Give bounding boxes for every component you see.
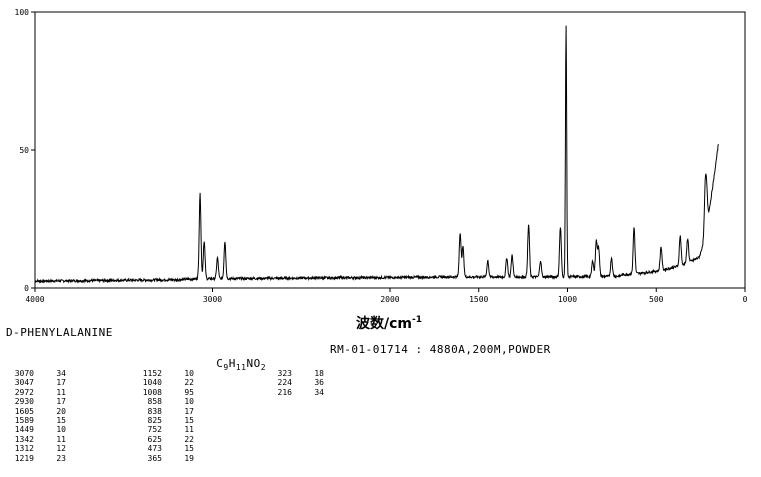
peak-intensity: 11 (56, 387, 66, 397)
peak-intensity: 19 (184, 453, 194, 463)
peak-table-column: 3070 34 3047 17 2972 11 2930 17 1605 20 1589 15 1449… (6, 369, 66, 463)
peak-row: 1449 10 (6, 425, 66, 434)
peak-intensity: 15 (56, 416, 66, 426)
peak-row: 625 22 (134, 435, 194, 444)
formula-element: C (216, 357, 224, 370)
peak-intensity: 23 (56, 453, 66, 463)
peak-intensity: 11 (184, 425, 194, 435)
peak-intensity: 17 (184, 406, 194, 416)
peak-intensity: 15 (184, 444, 194, 454)
x-tick-label: 3000 (203, 295, 222, 304)
formula-subscript: 9 (223, 363, 229, 373)
peak-wavenumber: 1589 (14, 416, 34, 426)
peak-intensity: 22 (184, 378, 194, 388)
x-axis-label: 波数/cm-1 (356, 315, 422, 332)
peak-wavenumber: 825 (147, 416, 162, 426)
peak-wavenumber: 1449 (14, 425, 34, 435)
peak-wavenumber: 752 (147, 425, 162, 435)
peak-intensity: 11 (56, 434, 66, 444)
peak-row: 3047 17 (6, 378, 66, 387)
axis-ticks: 4000 3000 2000 1500 1000 500 0 0 50 100 (15, 8, 748, 304)
peak-intensity: 10 (56, 425, 66, 435)
x-tick-label: 1500 (469, 295, 488, 304)
peak-intensity: 10 (184, 369, 194, 378)
peak-row: 365 19 (134, 454, 194, 463)
peak-wavenumber: 1040 (142, 378, 162, 388)
peak-row: 838 17 (134, 407, 194, 416)
peak-row: 858 10 (134, 397, 194, 406)
peak-wavenumber: 365 (147, 453, 162, 463)
raman-spectrum-chart: 4000 3000 2000 1500 1000 500 0 0 50 100 波数/cm-1 (15, 8, 748, 332)
x-tick-label: 0 (743, 295, 748, 304)
peak-intensity: 22 (184, 434, 194, 444)
x-tick-label: 500 (649, 295, 664, 304)
peak-wavenumber: 216 (277, 387, 292, 397)
peak-row: 1342 11 (6, 435, 66, 444)
x-axis-label-superscript: -1 (412, 315, 422, 325)
peak-wavenumber: 3047 (14, 378, 34, 388)
x-tick-label: 1000 (558, 295, 577, 304)
sample-info: RM-01-01714 : 4880A,200M,POWDER (330, 343, 551, 356)
peak-row: 1040 22 (134, 378, 194, 387)
peak-wavenumber: 1219 (14, 453, 34, 463)
peak-wavenumber: 838 (147, 406, 162, 416)
peak-row: 1312 12 (6, 444, 66, 453)
formula-element: NO (246, 357, 261, 370)
peak-intensity: 15 (184, 416, 194, 426)
y-tick-label: 50 (19, 146, 29, 155)
peak-row: 1605 20 (6, 407, 66, 416)
spectrum-line (34, 25, 719, 284)
peak-row: 1152 10 (134, 369, 194, 378)
compound-name: D-PHENYLALANINE (6, 326, 113, 339)
peak-row: 3070 34 (6, 369, 66, 378)
peak-intensity: 12 (56, 444, 66, 454)
peak-wavenumber: 2930 (14, 397, 34, 407)
peak-intensity: 34 (314, 387, 324, 397)
peak-wavenumber: 323 (277, 369, 292, 378)
peak-table-column: 1152 10 1040 22 1008 95 858 10 838 17 825 15 752 11 62… (134, 369, 194, 463)
y-tick-label: 0 (24, 284, 29, 293)
peak-wavenumber: 625 (147, 434, 162, 444)
y-tick-label: 100 (15, 8, 30, 17)
peak-wavenumber: 1152 (142, 369, 162, 378)
x-tick-label: 4000 (25, 295, 44, 304)
molecular-formula: C9H11NO2 (202, 344, 266, 372)
peak-wavenumber: 858 (147, 397, 162, 407)
formula-element: H (228, 357, 236, 370)
peak-row: 825 15 (134, 416, 194, 425)
peak-wavenumber: 1342 (14, 434, 34, 444)
peak-wavenumber: 224 (277, 378, 292, 388)
peak-intensity: 34 (56, 369, 66, 378)
peak-row: 216 34 (264, 388, 324, 397)
peak-row: 2930 17 (6, 397, 66, 406)
peak-intensity: 17 (56, 378, 66, 388)
peak-intensity: 95 (184, 387, 194, 397)
peak-wavenumber: 3070 (14, 369, 34, 378)
peak-row: 1219 23 (6, 454, 66, 463)
peak-intensity: 20 (56, 406, 66, 416)
formula-subscript: 11 (235, 363, 247, 373)
peak-intensity: 10 (184, 397, 194, 407)
plot-frame (34, 11, 746, 289)
peak-row: 752 11 (134, 425, 194, 434)
peak-row: 1008 95 (134, 388, 194, 397)
peak-row: 323 18 (264, 369, 324, 378)
peak-intensity: 17 (56, 397, 66, 407)
peak-table-column: 323 18 224 36 216 34 (264, 369, 324, 397)
peak-intensity: 18 (314, 369, 324, 378)
peak-wavenumber: 2972 (14, 387, 34, 397)
peak-wavenumber: 1605 (14, 406, 34, 416)
x-tick-label: 2000 (380, 295, 399, 304)
formula-subscript: 2 (260, 363, 267, 373)
peak-row: 473 15 (134, 444, 194, 453)
peak-row: 224 36 (264, 378, 324, 387)
peak-intensity: 36 (314, 378, 324, 388)
peak-wavenumber: 473 (147, 444, 162, 454)
peak-wavenumber: 1312 (14, 444, 34, 454)
peak-row: 1589 15 (6, 416, 66, 425)
peak-wavenumber: 1008 (142, 387, 162, 397)
peak-row: 2972 11 (6, 388, 66, 397)
